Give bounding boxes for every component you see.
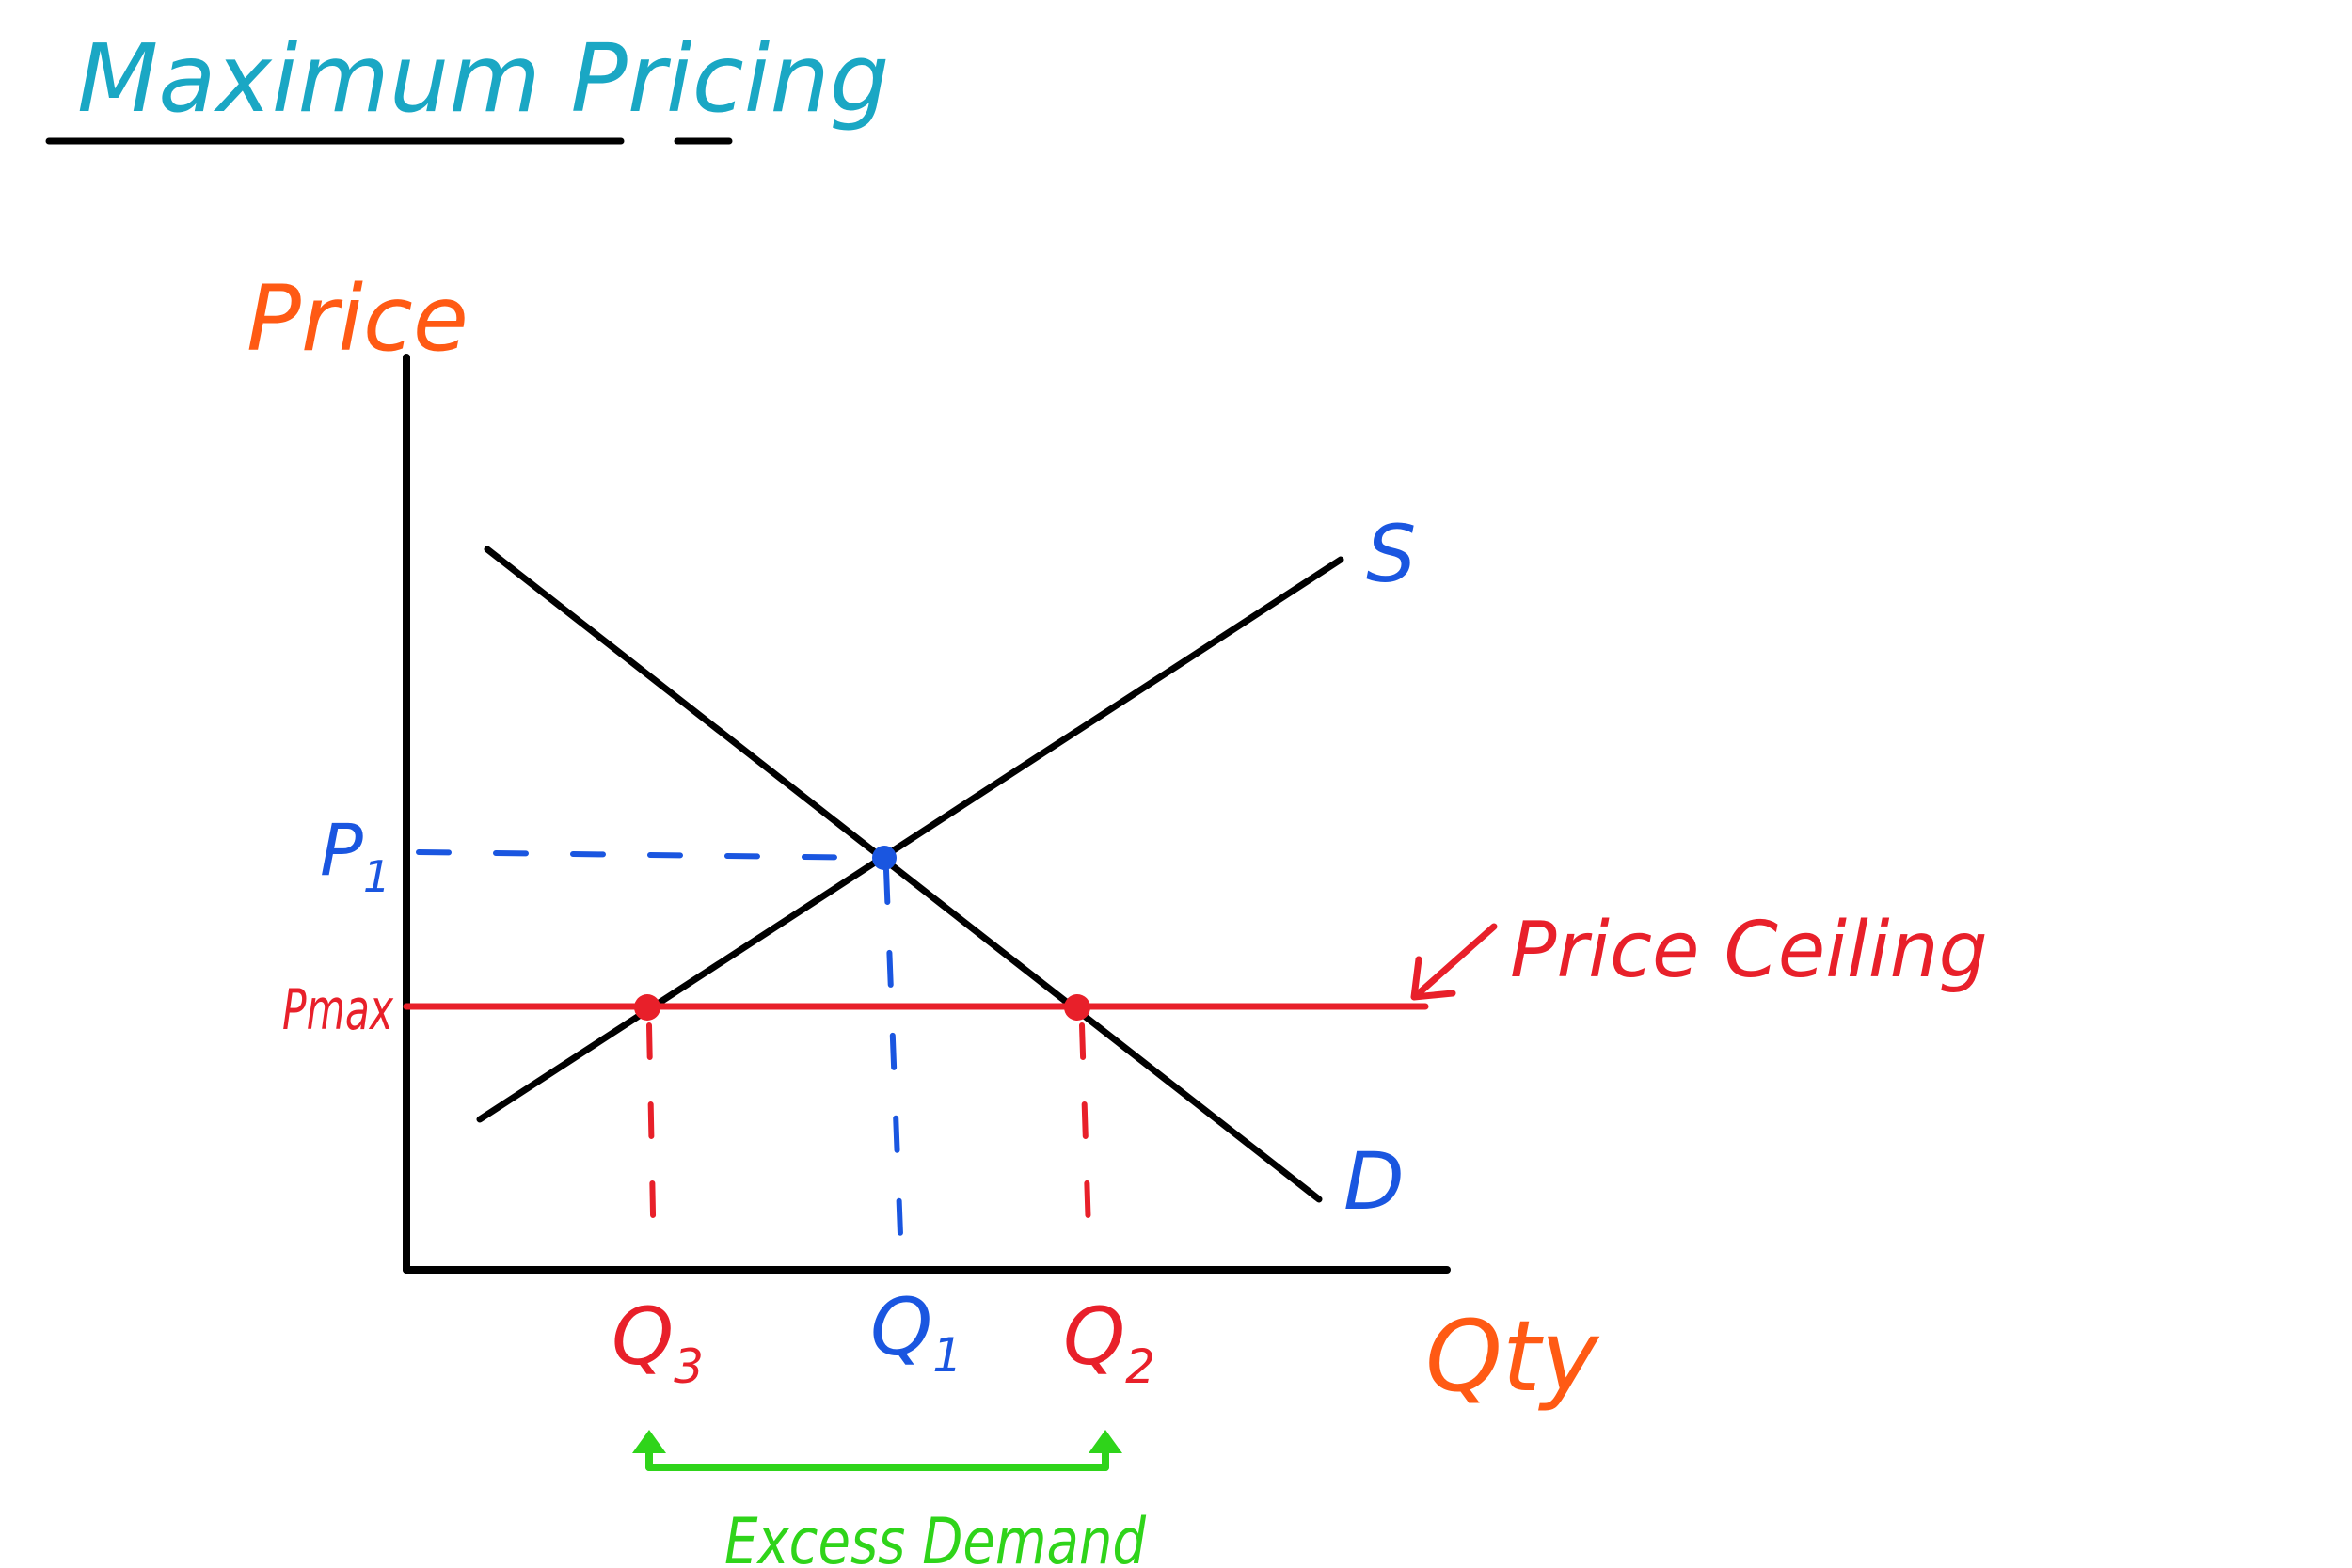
equilibrium-point	[872, 846, 897, 870]
demand-label: D	[1343, 1135, 1405, 1227]
supply-label: S	[1366, 508, 1416, 600]
y-axis-label: Price	[246, 266, 469, 372]
quantity-supplied-point	[634, 994, 660, 1021]
supply-curve	[476, 556, 1344, 1123]
excess-demand-bracket	[632, 1430, 1122, 1471]
q2-label: Q2	[1063, 1291, 1155, 1394]
p1-label: P1	[320, 808, 390, 902]
q3-dashed-guide	[646, 1022, 657, 1263]
x-axis-label: Qty	[1425, 1299, 1600, 1414]
p1-dashed-guide	[416, 849, 882, 861]
q3-label: Q3	[612, 1291, 704, 1394]
demand-curve	[484, 546, 1323, 1203]
pmax-label: Pmax	[282, 977, 393, 1043]
quantity-demanded-point	[1064, 994, 1090, 1021]
q1-dashed-guide	[883, 867, 904, 1261]
price-ceiling-arrow	[1410, 923, 1498, 1001]
diagram-title: Maximum Pricing	[77, 24, 889, 134]
q2-dashed-guide	[1079, 1022, 1092, 1263]
price-ceiling-label: Price Ceiling	[1510, 906, 1988, 995]
q1-label: Q1	[870, 1281, 962, 1383]
excess-demand-label: Excess Demand	[724, 1505, 1147, 1568]
